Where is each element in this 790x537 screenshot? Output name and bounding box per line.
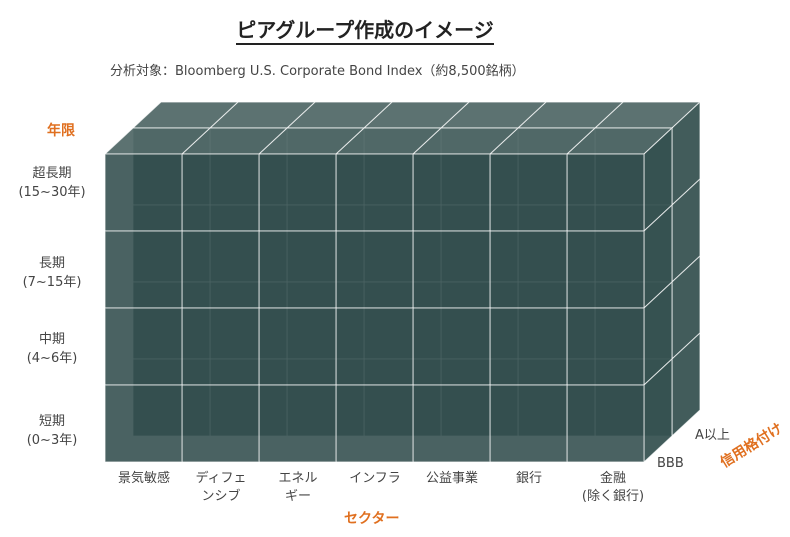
- cube-front-face: [489, 230, 568, 309]
- row-label-short: 短期 (0~3年): [26, 414, 78, 448]
- row-axis-title: 年限: [47, 123, 75, 139]
- subtitle: 分析対象：Bloomberg U.S. Corporate Bond Index…: [110, 64, 525, 79]
- cube-front-face: [104, 230, 183, 309]
- col-label-energy: エネル ギー: [278, 471, 318, 504]
- col-label-banks: 銀行: [515, 471, 542, 486]
- rating-label-bbb: BBB: [657, 456, 684, 471]
- cube-front-face: [104, 153, 183, 232]
- cube-front-face: [104, 384, 183, 463]
- cube-front-face: [335, 307, 414, 386]
- cube-front-face: [566, 384, 645, 463]
- cube-front-face: [335, 230, 414, 309]
- cube-front-face: [412, 307, 491, 386]
- cube-front-face: [258, 307, 337, 386]
- cube-front-face: [412, 230, 491, 309]
- cube-front-face: [181, 307, 260, 386]
- cube-front-face: [412, 384, 491, 463]
- cube-front-face: [258, 384, 337, 463]
- col-label-cyclical: 景気敏感: [117, 471, 170, 486]
- cube-front-face: [335, 153, 414, 232]
- col-label-defensive: ディフェ ンシブ: [195, 471, 247, 504]
- col-label-finance-ex-banks: 金融 (除く銀行): [581, 471, 645, 504]
- cube-front-face: [258, 230, 337, 309]
- cube-front-face: [566, 153, 645, 232]
- cube-front-face: [489, 384, 568, 463]
- row-label-long: 長期 (7~15年): [22, 256, 82, 290]
- row-label-medium: 中期 (4~6年): [26, 332, 78, 366]
- cube-front-face: [566, 307, 645, 386]
- cube-front-face: [335, 384, 414, 463]
- cube-front-face: [181, 230, 260, 309]
- cube-front-face: [258, 153, 337, 232]
- row-label-super-long: 超長期 (15~30年): [18, 166, 86, 200]
- cube-front-face: [489, 307, 568, 386]
- column-axis-title: セクター: [344, 511, 400, 527]
- rating-label-a-or-above: A以上: [695, 428, 730, 443]
- col-label-infrastructure: インフラ: [349, 471, 401, 486]
- cube-front-face: [566, 230, 645, 309]
- diagram-title: ピアグループ作成のイメージ: [0, 14, 730, 45]
- col-label-utilities: 公益事業: [425, 471, 478, 486]
- cube-front-face: [104, 307, 183, 386]
- cube-front-face: [181, 384, 260, 463]
- cube-front-face: [489, 153, 568, 232]
- cube-front-face: [412, 153, 491, 232]
- cube-front-face: [181, 153, 260, 232]
